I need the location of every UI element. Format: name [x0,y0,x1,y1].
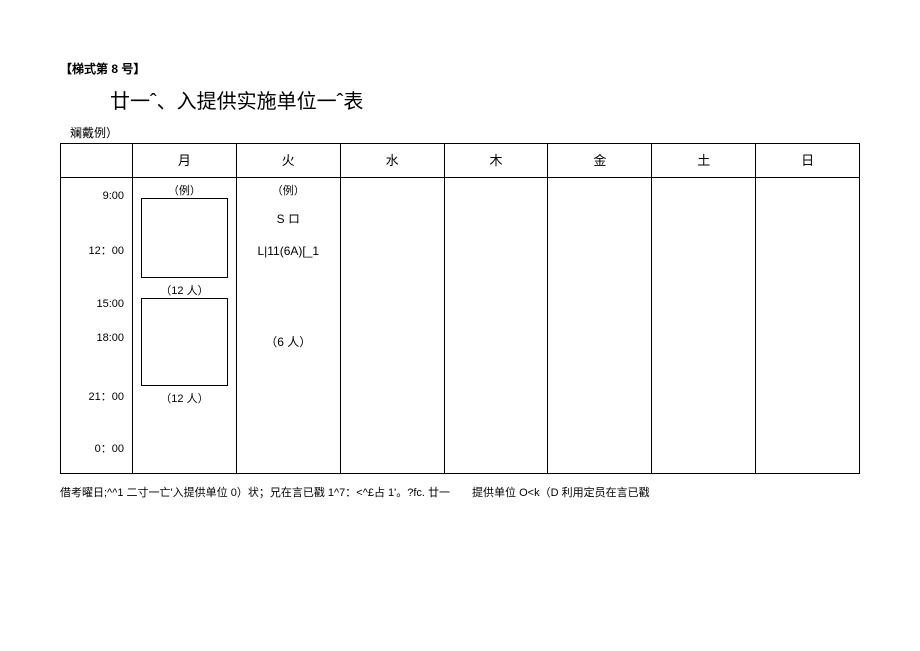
day-header-fri: 金 [548,144,652,177]
day-header-wed: 水 [341,144,445,177]
schedule-table: 月 火 水 木 金 土 日 9:00 12：00 15:00 18:00 21：… [60,143,860,473]
time-2100: 21：00 [64,388,124,404]
mon-block-2 [141,298,228,386]
time-0900: 9:00 [64,190,124,202]
tue-example-tag: （例） [237,182,340,198]
day-col-wed [341,178,445,474]
day-header-thu: 木 [445,144,549,177]
time-1800: 18:00 [64,332,124,344]
time-axis: 9:00 12：00 15:00 18:00 21：00 0：00 [61,178,133,474]
mon-example-tag: （例） [133,182,236,198]
time-1200: 12：00 [64,242,124,258]
mon-count-1: （12 人） [133,282,236,298]
mon-block-1 [141,198,228,278]
time-0000: 0：00 [64,440,124,456]
tue-line-1: S ロ [237,210,340,227]
day-col-sun [756,178,859,474]
header-row: 月 火 水 木 金 土 日 [61,144,859,178]
day-header-tue: 火 [237,144,341,177]
tue-count: （6 人） [237,333,340,350]
mon-count-2: （12 人） [133,390,236,406]
footer-text: 借考曜日;^^1 二寸一亡'入提供单位 0）状；兄在言已戳 1^7：<^£占 1… [60,484,860,500]
tue-line-2: L|11(6A)[_1 [237,244,340,258]
day-col-tue: （例） S ロ L|11(6A)[_1 （6 人） [237,178,341,474]
page-title: 廿一ˆ、入提供实施单位一ˆ表 [110,85,860,114]
form-number: 【梯式第 8 号】 [60,60,860,77]
time-1500: 15:00 [64,298,124,310]
day-header-sat: 土 [652,144,756,177]
day-col-mon: （例） （12 人） （12 人） [133,178,237,474]
time-header-blank [61,144,133,177]
schedule-body: 9:00 12：00 15:00 18:00 21：00 0：00 （例） （1… [61,178,859,474]
day-header-mon: 月 [133,144,237,177]
day-col-fri [548,178,652,474]
day-col-sat [652,178,756,474]
day-header-sun: 日 [756,144,859,177]
day-col-thu [445,178,549,474]
example-label: 斓戴例） [70,124,860,141]
